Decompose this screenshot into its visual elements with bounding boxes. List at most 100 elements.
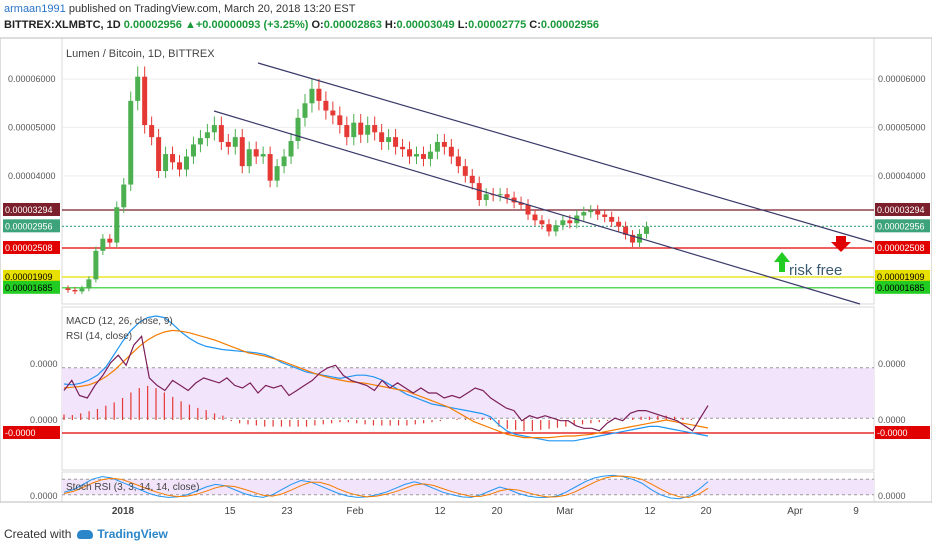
candle-body	[246, 149, 252, 167]
candle-body	[372, 125, 378, 133]
price-badge-right-text: 0.00002508	[877, 243, 925, 253]
candle-body	[281, 156, 287, 167]
stoch-y-tick-right: 0.0000	[878, 491, 906, 501]
stoch-k-line	[63, 474, 709, 500]
x-tick-label: 9	[853, 506, 859, 517]
candle-body	[420, 154, 426, 159]
macd-y-tick-right: 0.0000	[878, 359, 906, 369]
close-value: 0.00002956	[540, 19, 600, 31]
candle-body	[616, 221, 622, 227]
candle-body	[218, 125, 224, 142]
x-tick-label: 2018	[112, 506, 135, 517]
tradingview-brand[interactable]: TradingView	[97, 527, 168, 541]
macd-zero-badge-left	[3, 426, 60, 439]
stoch-indicator-label: Stoch RSI (3, 3, 14, 14, close)	[66, 482, 199, 493]
candle-body	[183, 156, 189, 170]
x-tick-label: 20	[700, 506, 712, 517]
candle-body	[427, 151, 433, 159]
x-tick-label: Mar	[556, 506, 574, 517]
candle-body	[177, 162, 183, 170]
candle-body	[163, 154, 169, 171]
candle-body	[267, 154, 273, 181]
candle-body	[511, 197, 517, 203]
footer: Created with TradingView	[4, 527, 168, 541]
price-badge-left	[3, 219, 60, 233]
symbol-label: BITTREX:XLMBTC, 1D	[4, 19, 121, 31]
candle-body	[197, 138, 203, 145]
price-badge-left	[3, 202, 60, 216]
open-label: O:	[311, 19, 324, 31]
candle-body	[518, 202, 524, 205]
candle-body	[316, 88, 322, 101]
created-with-label: Created with	[4, 527, 72, 541]
candle-body	[72, 289, 78, 292]
candle-body	[65, 288, 71, 290]
high-value: 0.00003049	[396, 19, 455, 31]
candle-body	[581, 212, 587, 216]
price-badge-right-text: 0.00002956	[877, 221, 925, 231]
stoch-d-line	[63, 475, 709, 498]
candle-body	[156, 137, 162, 171]
macd-zero-badge-right	[875, 426, 930, 439]
chart-header: armaan1991 published on TradingView.com,…	[0, 0, 932, 36]
chart-border	[0, 37, 932, 503]
close-label: C:	[529, 19, 541, 31]
candle-body	[344, 125, 350, 138]
candle-body	[379, 132, 385, 142]
macd-line	[63, 315, 709, 442]
price-badge-left-text: 0.00002956	[5, 221, 53, 231]
low-value: 0.00002775	[468, 19, 527, 31]
candle-body	[386, 137, 392, 142]
macd-y-tick-left: 0.0000	[30, 359, 58, 369]
candle-body	[114, 207, 120, 243]
x-tick-label: Apr	[787, 506, 803, 517]
candle-body	[595, 210, 601, 215]
candle-body	[211, 125, 217, 133]
open-value: 0.00002863	[323, 19, 382, 31]
price-badge-left-text: 0.00001909	[5, 272, 53, 282]
channel-upper-line	[257, 62, 873, 243]
candle-body	[358, 122, 364, 135]
price-badge-right-text: 0.00003294	[877, 205, 925, 215]
candle-body	[365, 125, 371, 135]
tradingview-cloud-icon	[77, 530, 94, 540]
candle-body	[393, 137, 399, 147]
x-tick-label: Feb	[346, 506, 364, 517]
y-tick-label-left: 0.00004000	[8, 171, 56, 181]
candle-body	[630, 234, 636, 243]
candle-body	[260, 154, 266, 157]
candle-body	[128, 100, 134, 185]
red-down-arrow-icon	[831, 236, 851, 252]
candle-body	[560, 220, 566, 226]
candle-body	[288, 141, 294, 157]
price-badge-left-text: 0.00001685	[5, 283, 53, 293]
candle-body	[414, 154, 419, 157]
up-arrow-icon: ▲	[184, 19, 196, 31]
publish-info: published on TradingView.com, March 20, …	[65, 3, 356, 15]
candle-body	[448, 146, 454, 157]
stoch-band	[62, 479, 874, 495]
y-tick-label-right: 0.00004000	[878, 171, 926, 181]
last-price: 0.00002956	[123, 19, 182, 31]
candle-body	[441, 141, 447, 147]
price-badge-right	[875, 240, 930, 254]
author-link[interactable]: armaan1991	[4, 3, 66, 15]
candle-body	[400, 146, 406, 150]
chart-title: Lumen / Bitcoin, 1D, BITTREX	[66, 48, 215, 60]
candle-body	[121, 184, 127, 208]
candle-body	[323, 100, 329, 111]
price-badge-left	[3, 240, 60, 254]
candle-body	[504, 194, 510, 198]
candle-body	[330, 110, 336, 116]
macd-zero-badge-right-text: -0.0000	[877, 428, 908, 438]
candle-body	[525, 204, 531, 215]
candle-body	[455, 156, 461, 167]
price-badge-left	[3, 280, 60, 294]
price-badge-right-text: 0.00001685	[877, 283, 925, 293]
candle-body	[546, 224, 552, 232]
candle-body	[644, 226, 650, 234]
candle-body	[79, 288, 85, 292]
price-badge-right	[875, 280, 930, 294]
candle-body	[337, 115, 343, 126]
